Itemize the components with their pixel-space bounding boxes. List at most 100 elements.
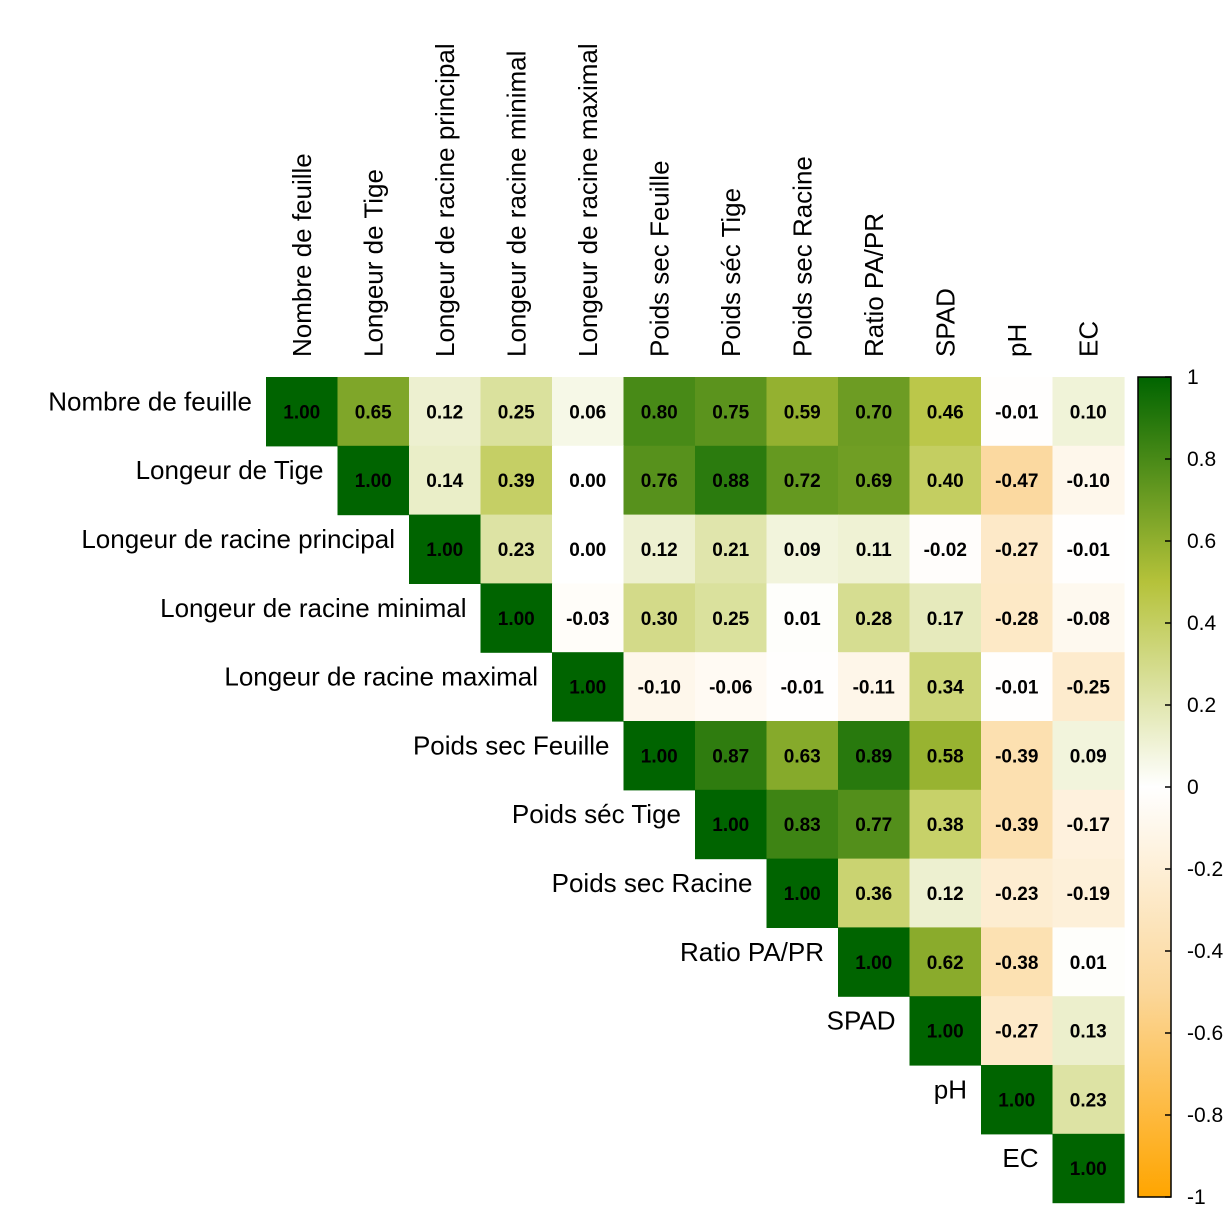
heatmap-cell [623, 583, 696, 653]
cell-value-label: -0.23 [995, 884, 1038, 905]
heatmap-cell [266, 377, 339, 447]
cell-value-label: -0.27 [995, 1022, 1038, 1043]
cell-value-label: -0.17 [1067, 815, 1110, 836]
row-label: pH [934, 1074, 967, 1104]
heatmap-cell [838, 721, 911, 791]
cell-value-label: 0.01 [784, 609, 821, 630]
heatmap-cell [909, 996, 982, 1066]
heatmap-cell [838, 514, 911, 584]
heatmap-cell [1052, 583, 1125, 653]
heatmap-cell [981, 789, 1054, 860]
cell-value-label: 0.36 [855, 884, 892, 905]
cell-value-label: 0.72 [784, 471, 821, 492]
heatmap-cell [766, 377, 839, 447]
column-label: Ratio PA/PR [859, 213, 889, 357]
heatmap-cell [766, 721, 839, 791]
cell-value-label: 1.00 [712, 815, 749, 836]
heatmap-cell [766, 445, 839, 516]
cell-value-label: 1.00 [569, 678, 606, 699]
cell-value-label: 0.30 [641, 609, 678, 630]
cell-value-label: 1.00 [498, 609, 535, 630]
cell-value-label: 0.80 [641, 402, 678, 423]
cell-value-label: -0.03 [566, 609, 609, 630]
legend-tick-label: -0.8 [1187, 1104, 1223, 1127]
cell-value-label: 0.89 [855, 746, 892, 767]
cell-value-label: 1.00 [355, 471, 392, 492]
row-label: Nombre de feuille [48, 386, 252, 416]
heatmap-cell [838, 789, 911, 860]
row-label: Longeur de Tige [136, 455, 324, 485]
cell-value-label: -0.06 [709, 678, 752, 699]
heatmap-cell [623, 721, 696, 791]
cell-value-label: 0.76 [641, 471, 678, 492]
cell-value-label: -0.01 [995, 678, 1039, 699]
heatmap-cell [838, 858, 911, 928]
cell-value-label: 0.28 [855, 609, 892, 630]
heatmap-cell [552, 445, 625, 516]
heatmap-cell [623, 445, 696, 516]
heatmap-cell [981, 721, 1054, 791]
column-label: Longeur de racine minimal [501, 51, 531, 357]
heatmap-cells: 1.00 0.65 0.12 0.25 0.06 0.80 0.75 0.59 0.70 0.46… [266, 377, 1125, 1204]
heatmap-cell [1052, 789, 1125, 860]
cell-value-label: -0.11 [853, 678, 896, 699]
cell-value-label: 0.25 [498, 402, 535, 423]
column-label: pH [1002, 324, 1032, 357]
cell-value-label: 1.00 [426, 540, 463, 561]
cell-value-label: 0.58 [927, 746, 964, 767]
heatmap-cell [552, 377, 625, 447]
heatmap-cell [981, 858, 1054, 928]
cell-value-label: 1.00 [998, 1090, 1035, 1111]
cell-value-label: -0.39 [995, 815, 1038, 836]
cell-value-label: 0.12 [927, 884, 964, 905]
cell-value-label: 1.00 [641, 746, 678, 767]
heatmap-cell [480, 445, 553, 516]
heatmap-cell [838, 445, 911, 516]
cell-value-label: 1.00 [1070, 1159, 1107, 1180]
legend-tick-label: -0.4 [1187, 940, 1224, 963]
heatmap-cell [623, 514, 696, 584]
color-legend: 1 0.8 0.6 0.4 0.2 0 -0.2 -0.4 -0.6 -0.8 -1 [1137, 366, 1224, 1209]
cell-value-label: -0.02 [924, 540, 967, 561]
row-label: Poids sec Feuille [413, 730, 610, 760]
cell-value-label: 0.21 [712, 540, 749, 561]
cell-value-label: 0.34 [927, 678, 964, 699]
cell-value-label: 0.12 [426, 402, 463, 423]
heatmap-cell [480, 514, 553, 584]
legend-tick-label: 0.6 [1187, 530, 1216, 553]
cell-value-label: -0.28 [995, 609, 1038, 630]
heatmap-cell [981, 514, 1054, 584]
cell-value-label: -0.39 [995, 746, 1038, 767]
cell-value-label: 0.14 [426, 471, 463, 492]
heatmap-cell [1052, 1065, 1125, 1135]
heatmap-cell [623, 377, 696, 447]
heatmap-cell [552, 514, 625, 584]
heatmap-cell [766, 583, 839, 653]
row-label: Poids sec Racine [552, 868, 753, 898]
heatmap-cell [766, 789, 839, 860]
cell-value-label: 0.70 [855, 402, 892, 423]
heatmap-cell [909, 514, 982, 584]
column-label: Longeur de Tige [358, 169, 388, 357]
heatmap-cell [981, 927, 1054, 997]
cell-value-label: -0.01 [995, 402, 1039, 423]
cell-value-label: 0.06 [569, 402, 606, 423]
heatmap-cell [552, 652, 625, 722]
heatmap-cell [1052, 652, 1125, 722]
column-label: Poids sec Feuille [644, 160, 674, 357]
cell-value-label: 1.00 [784, 884, 821, 905]
column-label: SPAD [930, 288, 960, 357]
cell-value-label: -0.08 [1067, 609, 1110, 630]
cell-value-label: 1.00 [927, 1022, 964, 1043]
heatmap-cell [337, 377, 410, 447]
heatmap-cell [909, 927, 982, 997]
heatmap-cell [838, 652, 911, 722]
heatmap-cell [909, 583, 982, 653]
heatmap-cell [409, 514, 482, 584]
cell-value-label: -0.10 [1067, 471, 1110, 492]
heatmap-cell [981, 996, 1054, 1066]
legend-tick-label: 0.2 [1187, 694, 1216, 717]
column-label: Nombre de feuille [287, 153, 317, 357]
heatmap-cell [766, 652, 839, 722]
cell-value-label: 0.39 [498, 471, 535, 492]
